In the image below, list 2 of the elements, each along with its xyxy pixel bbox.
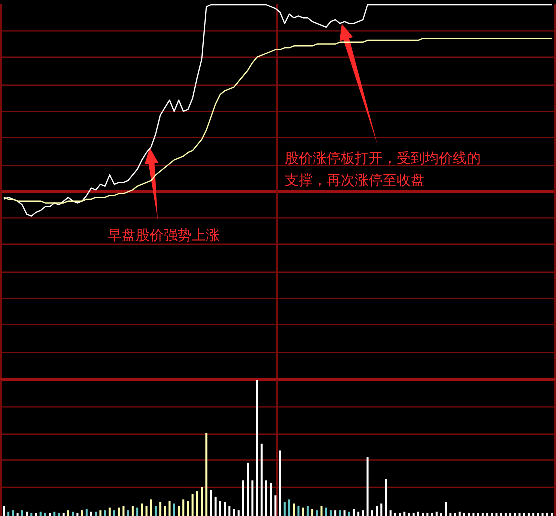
text: 早盘股价强势上涨: [108, 228, 220, 244]
annotation: 股价涨停板打开，受到均价线的支撑，再次涨停至收盘: [285, 151, 481, 189]
